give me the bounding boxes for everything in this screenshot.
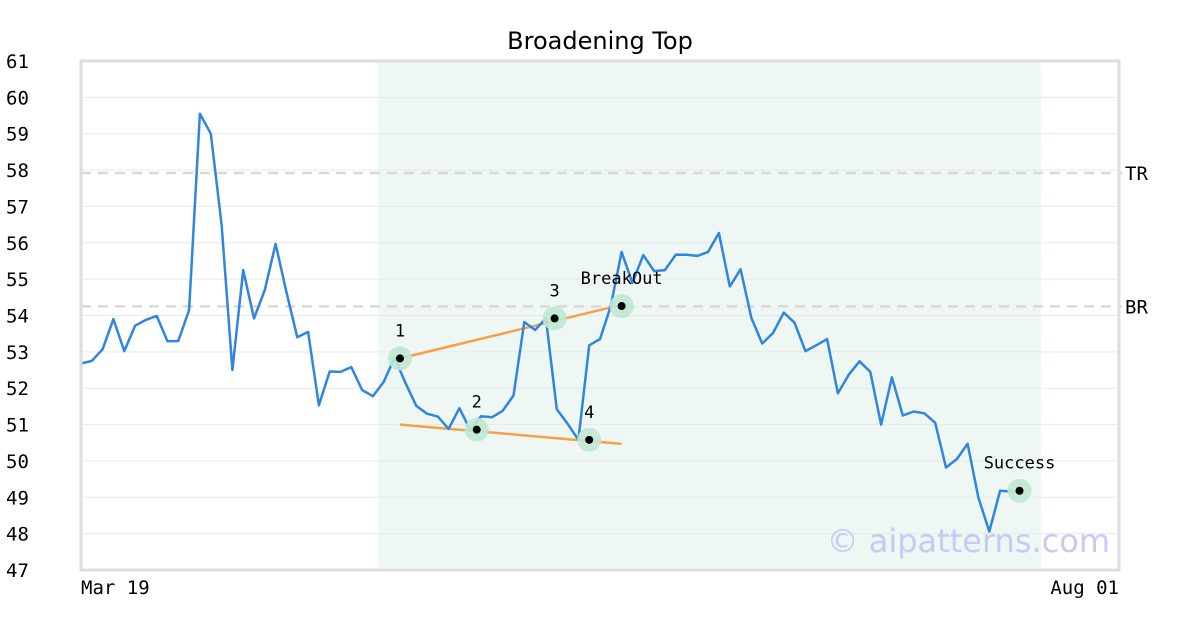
x-tick-label: Aug 01 [1050,577,1119,599]
watermark-text: © aipatterns.com [827,522,1110,560]
y-tick-label: 56 [6,233,29,255]
point-marker [1015,486,1024,495]
y-tick-label: 48 [6,524,29,546]
x-tick-label: Mar 19 [81,577,150,599]
y-tick-label: 54 [6,306,29,328]
grid-layer [81,96,1119,535]
y-tick-label: 52 [6,378,29,400]
price-line [80,112,1022,533]
y-tick-label: 47 [6,560,29,582]
reference-label-br: BR [1125,296,1148,318]
point-marker [585,435,594,444]
plot-frame [79,59,1121,572]
pattern-points-layer: 1 2 3 4 BreakOut Success [387,269,1056,503]
point-marker [617,302,626,311]
axes-layer: 47 48 49 50 51 52 53 54 55 56 57 58 59 60 61 Mar 19 Aug … [6,51,1119,599]
reference-lines-layer: TR BR [81,163,1148,318]
y-tick-label: 51 [6,415,29,437]
point-marker [395,354,404,363]
y-tick-label: 58 [6,160,29,182]
point-label: 2 [472,393,482,413]
point-label: 3 [549,281,559,301]
y-tick-label: 57 [6,196,29,218]
y-tick-label: 61 [6,51,29,73]
reference-label-tr: TR [1125,163,1148,185]
point-marker [472,425,481,434]
y-tick-label: 50 [6,451,29,473]
point-label: Success [984,454,1056,474]
y-tick-label: 60 [6,87,29,109]
series-layer [80,112,1022,533]
point-marker [550,314,559,323]
y-tick-label: 49 [6,487,29,509]
trendline [399,304,620,360]
y-tick-label: 55 [6,269,29,291]
point-label: BreakOut [581,269,663,289]
chart-title: Broadening Top [507,27,693,55]
point-label: 1 [395,321,405,341]
y-tick-label: 59 [6,124,29,146]
point-label: 4 [584,403,594,423]
y-tick-label: 53 [6,342,29,364]
